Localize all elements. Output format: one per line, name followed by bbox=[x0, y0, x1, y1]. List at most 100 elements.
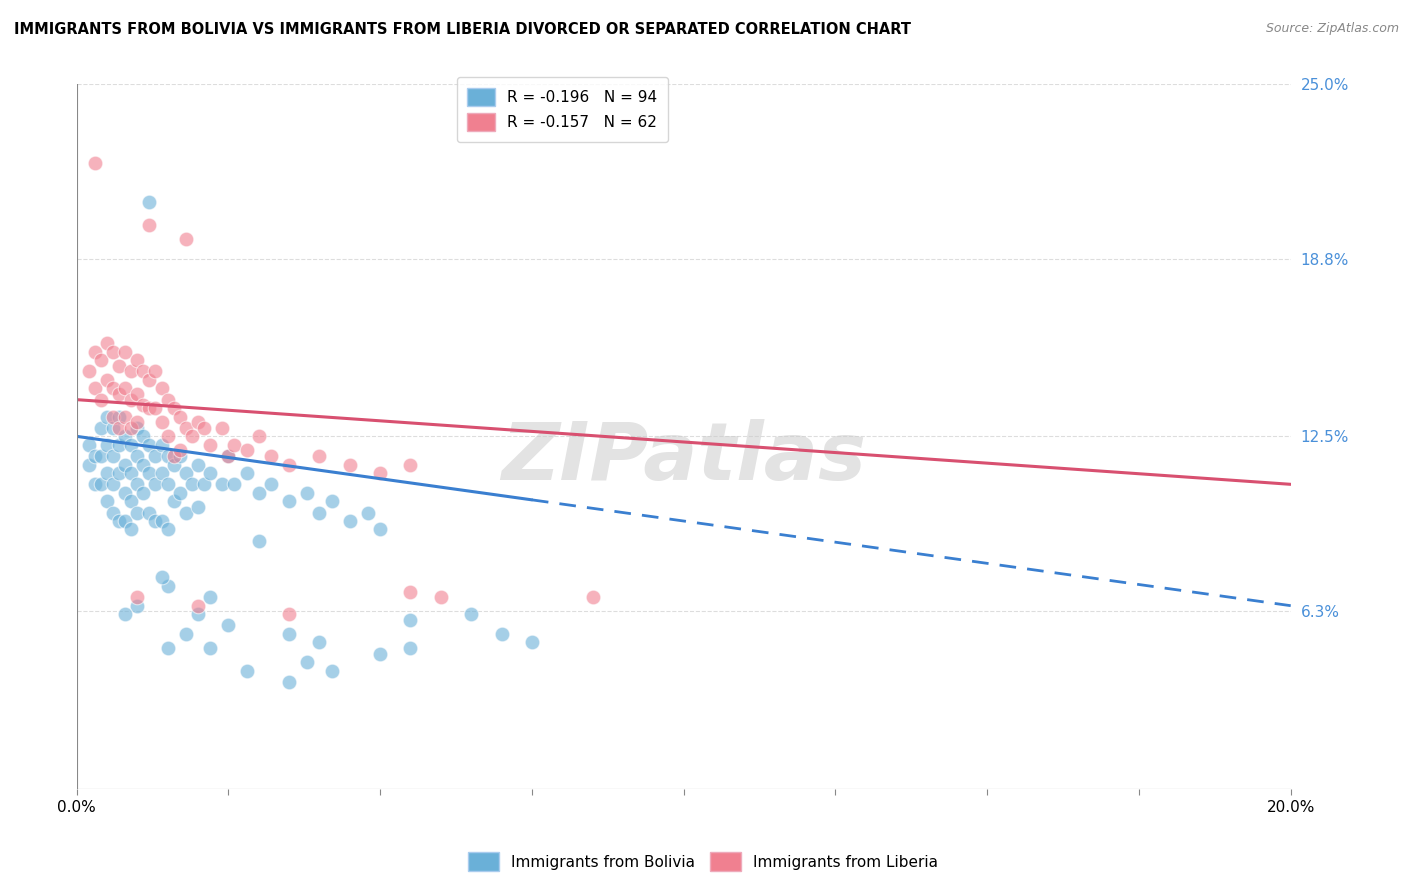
Point bbox=[145, 477, 167, 491]
Point bbox=[278, 607, 301, 622]
Point bbox=[217, 449, 239, 463]
Point bbox=[187, 415, 209, 429]
Point bbox=[297, 485, 319, 500]
Point bbox=[520, 635, 543, 649]
Point bbox=[247, 485, 270, 500]
Point bbox=[174, 466, 197, 480]
Point bbox=[169, 485, 191, 500]
Point bbox=[224, 438, 246, 452]
Point bbox=[120, 466, 142, 480]
Point bbox=[101, 344, 124, 359]
Point bbox=[339, 514, 361, 528]
Point bbox=[77, 364, 100, 378]
Point bbox=[399, 613, 422, 627]
Point bbox=[127, 506, 149, 520]
Point bbox=[491, 627, 513, 641]
Point bbox=[163, 494, 186, 508]
Text: Source: ZipAtlas.com: Source: ZipAtlas.com bbox=[1265, 22, 1399, 36]
Point bbox=[96, 466, 118, 480]
Point bbox=[132, 458, 155, 472]
Point bbox=[120, 364, 142, 378]
Point bbox=[150, 570, 173, 584]
Point bbox=[321, 494, 343, 508]
Point bbox=[114, 409, 136, 424]
Point bbox=[169, 443, 191, 458]
Point bbox=[96, 438, 118, 452]
Point bbox=[114, 429, 136, 443]
Point bbox=[120, 494, 142, 508]
Point bbox=[180, 429, 202, 443]
Point bbox=[145, 401, 167, 416]
Point bbox=[90, 449, 112, 463]
Point bbox=[127, 591, 149, 605]
Point bbox=[156, 640, 179, 655]
Point bbox=[187, 599, 209, 613]
Point bbox=[127, 599, 149, 613]
Point bbox=[90, 392, 112, 407]
Point bbox=[308, 635, 330, 649]
Point bbox=[278, 627, 301, 641]
Point bbox=[132, 485, 155, 500]
Point bbox=[156, 477, 179, 491]
Point bbox=[193, 477, 215, 491]
Point bbox=[187, 607, 209, 622]
Point bbox=[138, 401, 160, 416]
Point bbox=[156, 579, 179, 593]
Point bbox=[77, 438, 100, 452]
Point bbox=[278, 494, 301, 508]
Point bbox=[108, 514, 131, 528]
Point bbox=[77, 458, 100, 472]
Text: ZIPatlas: ZIPatlas bbox=[501, 418, 866, 497]
Point bbox=[260, 449, 283, 463]
Point bbox=[96, 409, 118, 424]
Legend: Immigrants from Bolivia, Immigrants from Liberia: Immigrants from Bolivia, Immigrants from… bbox=[463, 847, 943, 877]
Point bbox=[339, 458, 361, 472]
Point bbox=[90, 353, 112, 368]
Point bbox=[399, 584, 422, 599]
Point bbox=[145, 514, 167, 528]
Point bbox=[120, 421, 142, 435]
Point bbox=[138, 373, 160, 387]
Point bbox=[235, 443, 257, 458]
Point bbox=[368, 647, 391, 661]
Point bbox=[297, 655, 319, 669]
Point bbox=[150, 466, 173, 480]
Point bbox=[247, 429, 270, 443]
Point bbox=[138, 195, 160, 210]
Point bbox=[235, 466, 257, 480]
Point bbox=[247, 533, 270, 548]
Point bbox=[96, 494, 118, 508]
Point bbox=[224, 477, 246, 491]
Point bbox=[198, 591, 221, 605]
Point bbox=[174, 506, 197, 520]
Point bbox=[127, 449, 149, 463]
Point bbox=[127, 353, 149, 368]
Point bbox=[150, 381, 173, 395]
Point bbox=[187, 500, 209, 514]
Point bbox=[211, 477, 233, 491]
Point bbox=[150, 415, 173, 429]
Point bbox=[114, 514, 136, 528]
Point bbox=[150, 438, 173, 452]
Point bbox=[101, 477, 124, 491]
Point bbox=[114, 381, 136, 395]
Point bbox=[156, 523, 179, 537]
Point bbox=[169, 449, 191, 463]
Point bbox=[145, 449, 167, 463]
Point bbox=[217, 618, 239, 632]
Point bbox=[132, 429, 155, 443]
Point bbox=[156, 449, 179, 463]
Point bbox=[127, 421, 149, 435]
Point bbox=[127, 477, 149, 491]
Point bbox=[278, 674, 301, 689]
Point bbox=[211, 421, 233, 435]
Point bbox=[96, 336, 118, 351]
Point bbox=[368, 523, 391, 537]
Point bbox=[83, 155, 105, 169]
Point bbox=[150, 514, 173, 528]
Point bbox=[180, 477, 202, 491]
Point bbox=[357, 506, 380, 520]
Point bbox=[399, 640, 422, 655]
Point bbox=[145, 364, 167, 378]
Point bbox=[120, 438, 142, 452]
